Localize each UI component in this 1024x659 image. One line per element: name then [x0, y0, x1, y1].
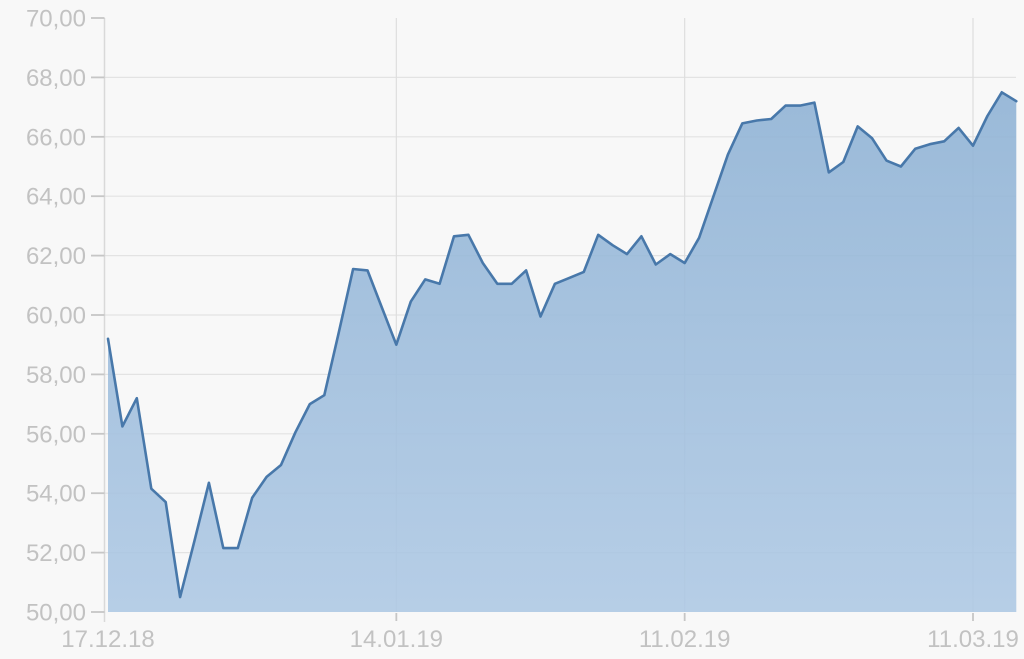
x-tick-label: 17.12.18 — [61, 626, 154, 653]
x-tick-label: 14.01.19 — [350, 626, 443, 653]
y-tick-label: 60,00 — [26, 303, 86, 330]
y-tick-label: 68,00 — [26, 65, 86, 92]
y-tick-label: 66,00 — [26, 124, 86, 151]
y-tick-label: 64,00 — [26, 184, 86, 211]
y-tick-label: 56,00 — [26, 421, 86, 448]
y-tick-label: 58,00 — [26, 362, 86, 389]
y-tick-label: 54,00 — [26, 481, 86, 508]
y-tick-label: 70,00 — [26, 6, 86, 33]
price-area-fill — [108, 92, 1017, 613]
x-tick-label: 11.02.19 — [639, 626, 731, 653]
price-line — [106, 91, 1018, 599]
y-tick-label: 50,00 — [26, 600, 86, 627]
y-tick-label: 52,00 — [26, 540, 86, 567]
x-tick-label: 11.03.19 — [927, 626, 1019, 653]
y-tick-label: 62,00 — [26, 243, 86, 270]
